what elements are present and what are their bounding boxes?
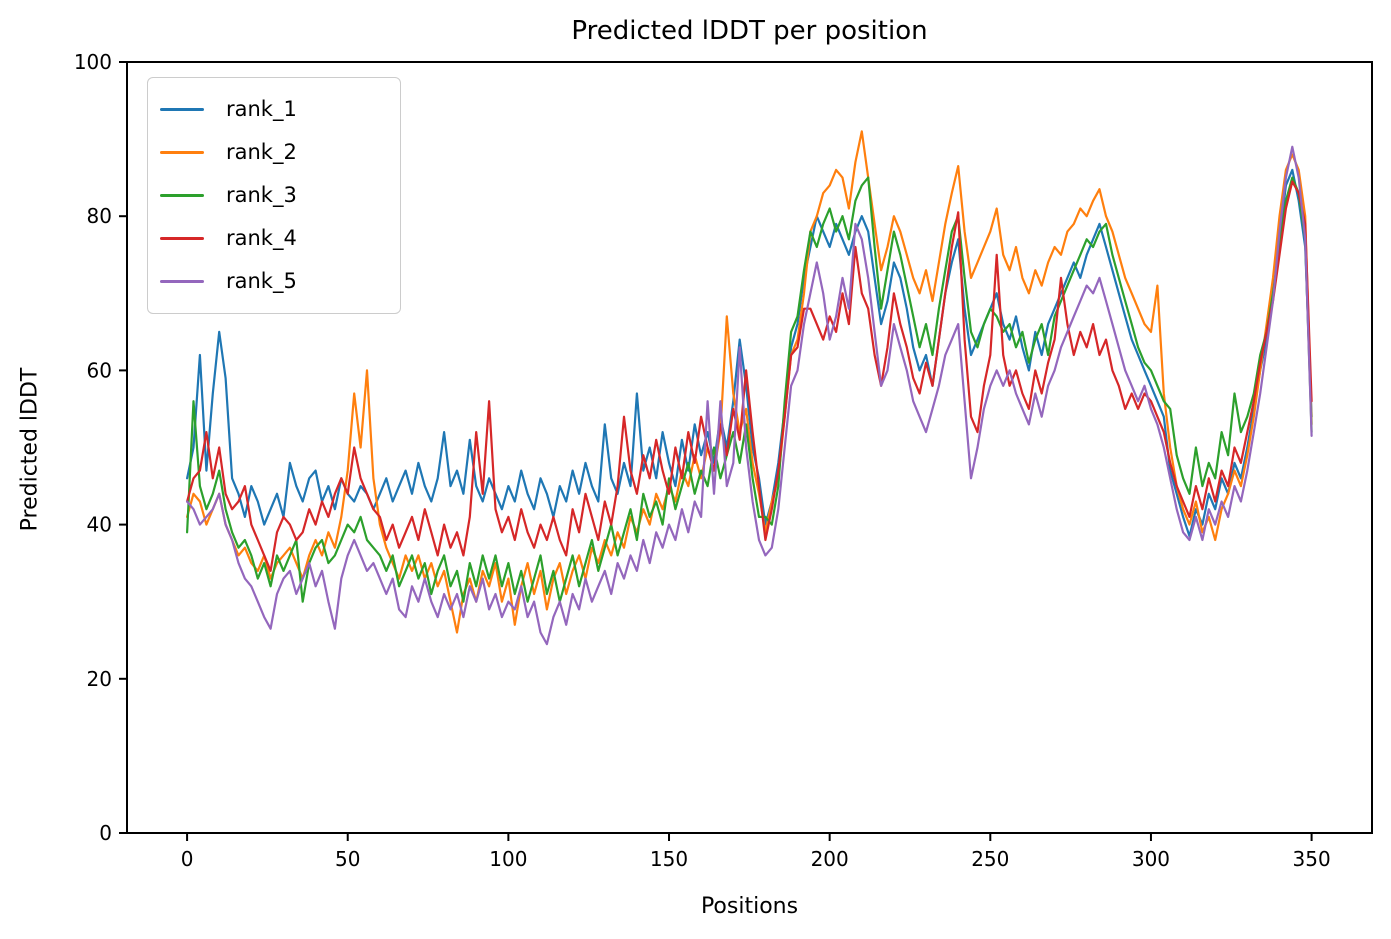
x-tick-label: 150 [650,847,688,871]
chart-title: Predicted lDDT per position [571,16,928,46]
series-line-rank_1 [186,168,1313,538]
y-axis-label: Predicted lDDT [17,367,43,532]
legend-item-rank-3: rank_3 [160,174,386,217]
y-tick-label: 100 [74,50,112,74]
legend-item-rank-2: rank_2 [160,131,386,174]
series-line-rank_2 [186,130,1313,634]
legend-item-rank-5: rank_5 [160,260,386,303]
legend-swatch-rank-4 [160,236,204,241]
x-tick-label: 50 [335,847,360,871]
legend-item-rank-1: rank_1 [160,88,386,131]
series-line-rank_5 [186,145,1313,646]
legend-label-rank-5: rank_5 [226,269,297,293]
y-tick-label: 60 [87,358,112,382]
series-line-rank_4 [186,180,1313,573]
y-tick-label: 80 [87,204,112,228]
x-tick-label: 100 [489,847,527,871]
y-tick-label: 0 [99,821,112,845]
legend-swatch-rank-2 [160,150,204,155]
y-tick-label: 40 [87,513,112,537]
legend-swatch-rank-1 [160,107,204,112]
legend-label-rank-3: rank_3 [226,183,297,207]
axes-spines [126,61,1373,834]
legend-label-rank-1: rank_1 [226,97,297,121]
legend-swatch-rank-3 [160,193,204,198]
x-tick-label: 350 [1293,847,1331,871]
legend-item-rank-4: rank_4 [160,217,386,260]
legend-label-rank-2: rank_2 [226,140,297,164]
x-tick-label: 300 [1132,847,1170,871]
x-tick-label: 200 [811,847,849,871]
legend-box: rank_1 rank_2 rank_3 rank_4 rank_5 [147,77,401,314]
legend-label-rank-4: rank_4 [226,226,297,250]
y-tick-label: 20 [87,667,112,691]
x-tick-label: 0 [181,847,194,871]
x-tick-label: 250 [971,847,1009,871]
x-axis-label: Positions [700,894,799,919]
legend-swatch-rank-5 [160,279,204,284]
series-line-rank_3 [186,176,1313,603]
